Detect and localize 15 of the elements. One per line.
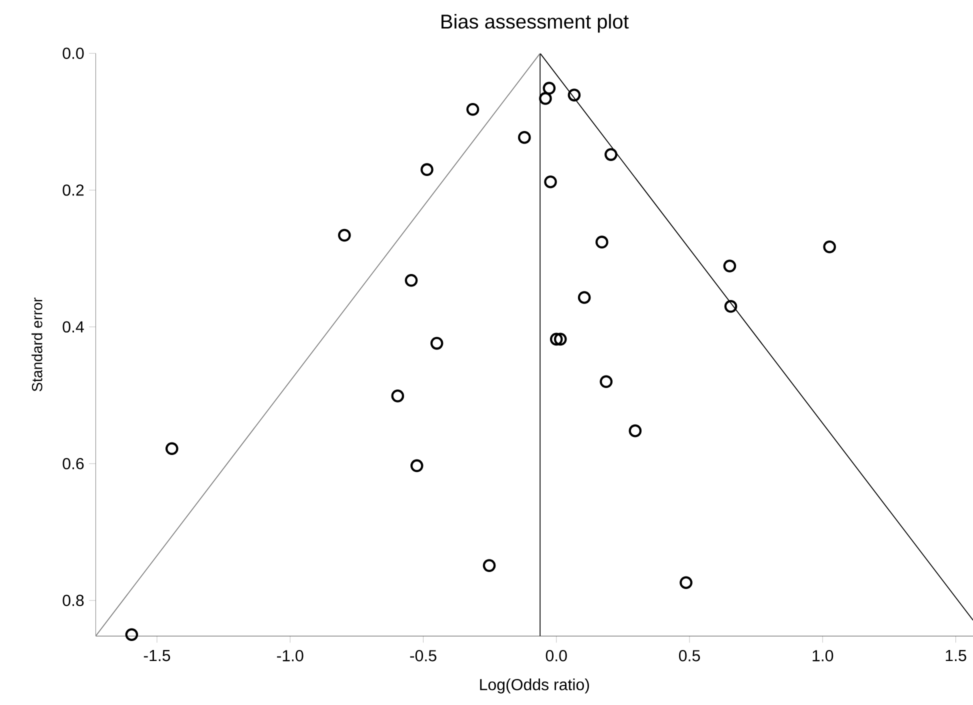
x-tick-label: -0.5 [410,650,436,662]
y-tick-label: 0.4 [62,321,84,333]
x-axis-title: Log(Odds ratio) [480,678,589,694]
y-tick-label: 0.0 [62,48,84,59]
x-tick-label: -1.0 [277,650,304,662]
x-tick-label: 1.5 [946,650,966,662]
y-tick-label: 0.8 [62,594,84,606]
x-tick-label: 0.0 [546,650,567,662]
x-tick-label: -1.5 [144,650,170,662]
x-tick-label: 0.5 [679,650,700,662]
x-tick-label: 1.0 [812,650,834,662]
y-axis-title: Standard error [32,298,42,392]
y-tick-label: 0.2 [62,184,84,196]
y-tick-label: 0.6 [62,458,84,470]
chart-title: Bias assessment plot [442,14,629,33]
